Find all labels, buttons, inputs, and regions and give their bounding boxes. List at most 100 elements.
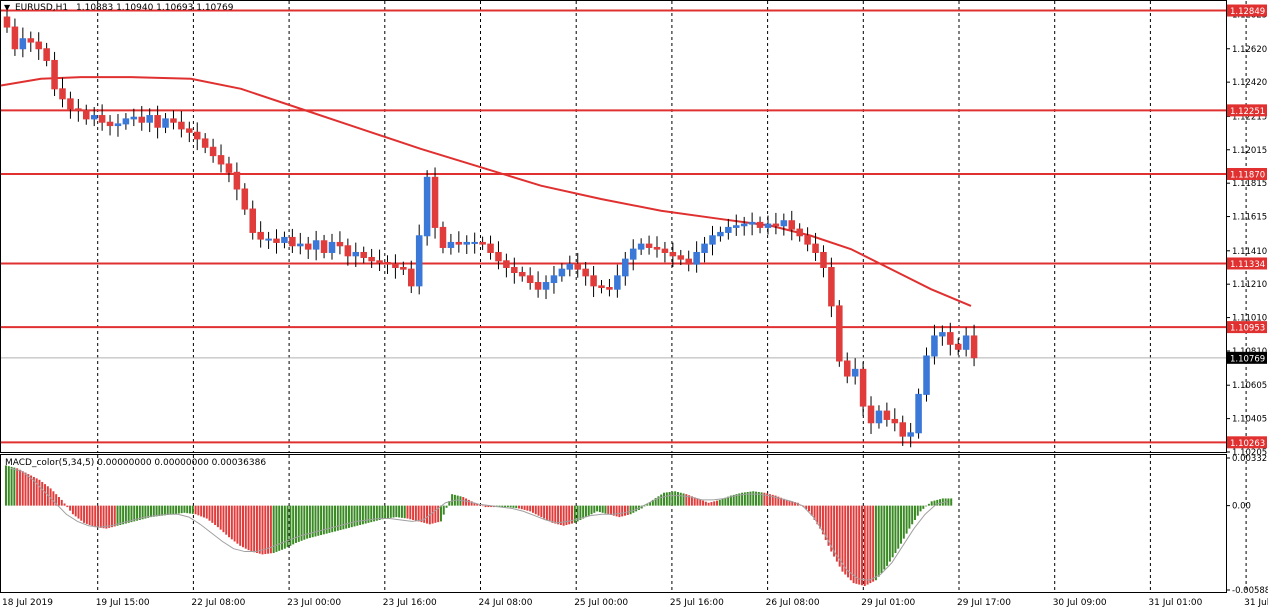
candle-body — [701, 243, 708, 253]
macd-bar — [258, 505, 261, 554]
macd-bar — [138, 505, 141, 520]
candle-body — [67, 98, 74, 110]
macd-bar — [214, 505, 217, 526]
candle-body — [645, 243, 653, 248]
macd-bar — [785, 499, 788, 506]
macd-bar — [359, 505, 362, 526]
candle-body — [962, 335, 970, 350]
candle-body — [907, 432, 914, 437]
macd-bar — [456, 495, 459, 506]
macd-bar — [551, 505, 554, 523]
macd-bar — [102, 505, 105, 529]
macd-bar — [356, 505, 359, 526]
macd-bar — [127, 505, 130, 523]
macd-bar — [373, 505, 376, 522]
y-tick-label: 1.10605 — [1232, 381, 1267, 391]
candle-body — [368, 256, 375, 262]
macd-bar — [30, 475, 33, 506]
moving-average — [0, 76, 972, 307]
macd-bar — [788, 500, 791, 506]
x-tick-label: 31 Jul 01:00 — [1148, 598, 1202, 608]
macd-bar — [395, 505, 398, 518]
macd-bar — [927, 503, 930, 506]
macd-bar — [576, 505, 579, 522]
macd-bar — [13, 467, 16, 506]
candle-body — [114, 123, 122, 127]
macd-bar — [936, 499, 939, 506]
macd-bar — [618, 505, 621, 518]
candle-body — [931, 335, 938, 357]
macd-bar — [189, 505, 192, 514]
macd-bar — [186, 505, 189, 514]
macd-bar — [233, 505, 236, 542]
price-level-tag-label: 1.10953 — [1230, 324, 1265, 334]
macd-bar — [300, 505, 303, 541]
current-price-tag — [1227, 351, 1267, 364]
macd-bar — [113, 505, 116, 527]
candle-body — [423, 176, 431, 237]
candle-body — [281, 236, 288, 243]
macd-bar — [626, 505, 629, 515]
macd-bar — [347, 505, 350, 528]
candle-body — [947, 332, 954, 345]
macd-bar — [604, 505, 607, 514]
macd-bar — [255, 505, 258, 553]
x-tick-label: 29 Jul 17:00 — [957, 598, 1011, 608]
macd-bar — [548, 505, 551, 522]
candle-body — [709, 235, 716, 245]
macd-bar — [487, 505, 490, 508]
candle-body — [415, 235, 423, 287]
macd-bar — [852, 505, 855, 584]
macd-bar — [897, 505, 900, 549]
candle-body — [923, 355, 930, 395]
macd-bar — [543, 505, 546, 519]
candle-body — [447, 241, 455, 248]
macd-bar — [414, 505, 417, 521]
candle-body — [669, 251, 677, 257]
macd-bar — [824, 505, 827, 541]
macd-bar — [540, 505, 543, 518]
macd-bar — [225, 505, 228, 535]
macd-bar — [702, 500, 705, 506]
macd-bar — [732, 494, 735, 506]
price-axis: 1.128251.126201.124201.122151.120151.118… — [1226, 4, 1268, 596]
header-ohlc: 1.10883 1.10940 1.10693 1.10769 — [76, 3, 234, 13]
macd-bar — [649, 502, 652, 506]
x-tick-label: 22 Jul 08:00 — [191, 598, 245, 608]
candle-body — [677, 255, 685, 260]
macd-bar — [598, 505, 601, 513]
macd-bar — [660, 494, 663, 506]
macd-bar — [334, 505, 336, 532]
y-tick-label: 1.12015 — [1232, 146, 1267, 156]
macd-bar — [303, 505, 306, 540]
macd-bar — [44, 484, 47, 506]
macd-bar — [152, 505, 155, 517]
macd-bar — [509, 505, 512, 508]
macd-bar — [537, 505, 540, 516]
macd-bar — [590, 505, 593, 515]
candle-body — [3, 16, 11, 28]
macd-bar — [177, 505, 180, 514]
x-tick-label: 25 Jul 16:00 — [670, 598, 724, 608]
candle-body — [740, 223, 748, 227]
candle-body — [772, 223, 780, 227]
time-axis: 18 Jul 2019 19 Jul 15:00 22 Jul 08:00 23 Ju… — [2, 598, 1268, 608]
macd-bar — [289, 505, 292, 546]
y-tick-label: 1.12620 — [1232, 45, 1267, 55]
macd-bar — [52, 491, 55, 506]
macd-bar — [880, 505, 883, 574]
candle-body — [748, 221, 756, 225]
header-arrow[interactable]: ▼ — [4, 3, 11, 12]
macd-bar — [242, 505, 244, 548]
macd-bar — [375, 505, 378, 521]
macd-bar — [479, 504, 481, 506]
macd-bar — [269, 505, 272, 554]
y-tick-label: 1.11615 — [1232, 213, 1267, 223]
candle-body — [257, 231, 264, 240]
macd-bar — [531, 505, 534, 513]
macd-bar — [350, 505, 353, 528]
macd-bar — [130, 505, 133, 523]
macd-bar — [632, 505, 635, 513]
